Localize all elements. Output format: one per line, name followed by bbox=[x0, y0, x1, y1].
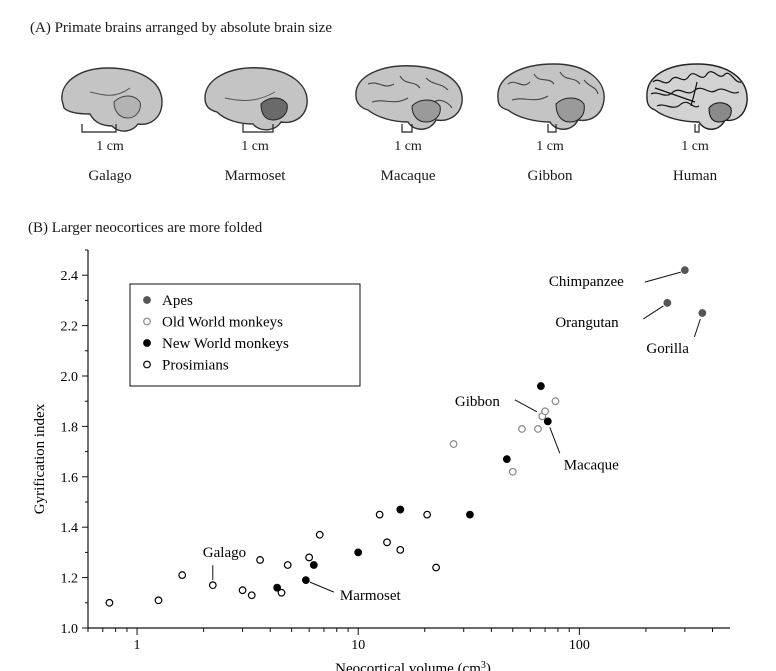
gibbon-brain-illustration bbox=[497, 63, 605, 133]
brain-marmoset: 1 cm Marmoset bbox=[190, 62, 320, 185]
y-tick-label: 2.4 bbox=[61, 269, 79, 284]
point-prosimians bbox=[277, 588, 286, 597]
legend: Apes Old World monkeys New World monkeys Pr… bbox=[129, 283, 361, 387]
legend-marker bbox=[143, 339, 151, 347]
y-axis-label: Gyrification index bbox=[32, 403, 48, 514]
marmoset-brain-illustration bbox=[204, 67, 308, 133]
point-old-world-monkeys bbox=[449, 440, 458, 448]
brain-name-macaque: Macaque bbox=[380, 168, 436, 184]
y-tick-label: 1.6 bbox=[61, 471, 79, 486]
y-tick-label: 2.2 bbox=[61, 320, 79, 335]
x-tick-label: 1 bbox=[134, 638, 141, 653]
panel-b-title: (B) Larger neocortices are more folded bbox=[28, 220, 263, 236]
point-old-world-monkeys bbox=[508, 467, 517, 476]
legend-marker bbox=[143, 317, 151, 326]
point-prosimians bbox=[315, 530, 324, 539]
brain-name-human: Human bbox=[672, 168, 718, 184]
point-prosimians bbox=[105, 598, 114, 607]
point-apes bbox=[680, 266, 689, 275]
annotation-leader bbox=[514, 399, 538, 413]
brain-macaque: 1 cm Macaque bbox=[343, 62, 473, 185]
brain-human: 1 cm Human bbox=[630, 62, 760, 185]
point-apes bbox=[698, 309, 707, 317]
annotation-leader bbox=[309, 581, 335, 593]
point-new-world-monkeys bbox=[354, 548, 363, 557]
legend-label: Apes bbox=[162, 293, 193, 309]
annotation-orangutan: Orangutan bbox=[555, 315, 619, 331]
human-brain-illustration bbox=[646, 63, 748, 133]
y-tick-label: 1.4 bbox=[61, 521, 79, 536]
point-prosimians bbox=[208, 581, 217, 590]
legend-label: Old World monkeys bbox=[162, 315, 283, 331]
y-tick-label: 1.2 bbox=[61, 572, 79, 587]
point-new-world-monkeys bbox=[536, 382, 545, 390]
point-prosimians bbox=[383, 538, 391, 547]
brain-name-marmoset: Marmoset bbox=[224, 168, 286, 184]
legend-marker bbox=[143, 296, 151, 304]
annotation-macaque: Macaque bbox=[564, 457, 619, 473]
x-axis: 1 10 100 bbox=[87, 627, 730, 653]
annotation-marmoset: Marmoset bbox=[340, 588, 402, 604]
brain-gibbon: 1 cm Gibbon bbox=[485, 62, 615, 185]
point-new-world-monkeys bbox=[543, 417, 552, 426]
point-apes bbox=[663, 299, 672, 307]
point-old-world-monkeys bbox=[551, 397, 560, 406]
annotation-leader bbox=[549, 427, 561, 454]
annotation-gibbon: Gibbon bbox=[455, 394, 501, 410]
legend-box bbox=[129, 283, 361, 387]
legend-marker bbox=[143, 360, 151, 369]
galago-brain-illustration bbox=[61, 67, 163, 133]
scale-label-galago: 1 cm bbox=[96, 139, 124, 154]
point-prosimians bbox=[154, 596, 163, 605]
point-old-world-monkeys bbox=[518, 425, 526, 433]
panel-a-title: (A) Primate brains arranged by absolute … bbox=[30, 20, 332, 36]
point-old-world-monkeys bbox=[534, 425, 542, 433]
point-prosimians bbox=[238, 586, 247, 595]
x-tick-label: 10 bbox=[351, 638, 365, 653]
annotations: Chimpanzee Orangutan Gorilla Gibbon Macaque G… bbox=[203, 271, 701, 604]
data-points bbox=[105, 266, 707, 607]
point-prosimians bbox=[423, 510, 432, 519]
point-new-world-monkeys bbox=[502, 455, 511, 464]
point-prosimians bbox=[283, 561, 292, 569]
annotation-chimpanzee: Chimpanzee bbox=[549, 274, 624, 290]
y-axis: 1.0 1.2 1.4 1.6 1.8 2.0 2.2 2.4 bbox=[61, 249, 89, 637]
annotation-leader bbox=[693, 318, 701, 338]
legend-label: Prosimians bbox=[162, 358, 229, 374]
point-new-world-monkeys bbox=[309, 561, 318, 569]
y-tick-label: 1.0 bbox=[61, 622, 79, 637]
point-prosimians bbox=[256, 556, 264, 564]
point-prosimians bbox=[396, 545, 405, 554]
scale-label-human: 1 cm bbox=[681, 139, 709, 154]
point-prosimians bbox=[178, 571, 187, 579]
scale-label-gibbon: 1 cm bbox=[536, 139, 564, 154]
point-prosimians bbox=[305, 553, 314, 562]
point-prosimians bbox=[432, 563, 440, 572]
annotation-leader bbox=[644, 271, 681, 283]
point-new-world-monkeys bbox=[466, 510, 474, 519]
macaque-brain-illustration bbox=[355, 65, 463, 133]
point-new-world-monkeys bbox=[273, 583, 282, 592]
point-old-world-monkeys bbox=[541, 407, 549, 416]
point-prosimians bbox=[247, 591, 256, 600]
point-prosimians bbox=[375, 510, 384, 519]
scale-label-macaque: 1 cm bbox=[394, 139, 422, 154]
x-tick-label: 100 bbox=[569, 638, 590, 653]
gyrification-scatter-chart: 1.0 1.2 1.4 1.6 1.8 2.0 2.2 2.4 1 10 100 Gyrifica… bbox=[32, 249, 730, 671]
x-axis-label: Neocortical volume (cm3) bbox=[335, 660, 491, 671]
brain-name-gibbon: Gibbon bbox=[527, 168, 573, 184]
y-tick-label: 1.8 bbox=[61, 420, 79, 435]
legend-label: New World monkeys bbox=[162, 336, 289, 352]
annotation-galago: Galago bbox=[203, 545, 246, 561]
scale-label-marmoset: 1 cm bbox=[241, 139, 269, 154]
brain-galago: 1 cm Galago bbox=[45, 62, 175, 185]
point-new-world-monkeys bbox=[396, 505, 405, 514]
y-tick-label: 2.0 bbox=[61, 370, 79, 385]
annotation-gorilla: Gorilla bbox=[646, 341, 689, 357]
brain-name-galago: Galago bbox=[88, 168, 132, 184]
point-new-world-monkeys bbox=[301, 576, 310, 585]
annotation-leader bbox=[643, 305, 664, 320]
